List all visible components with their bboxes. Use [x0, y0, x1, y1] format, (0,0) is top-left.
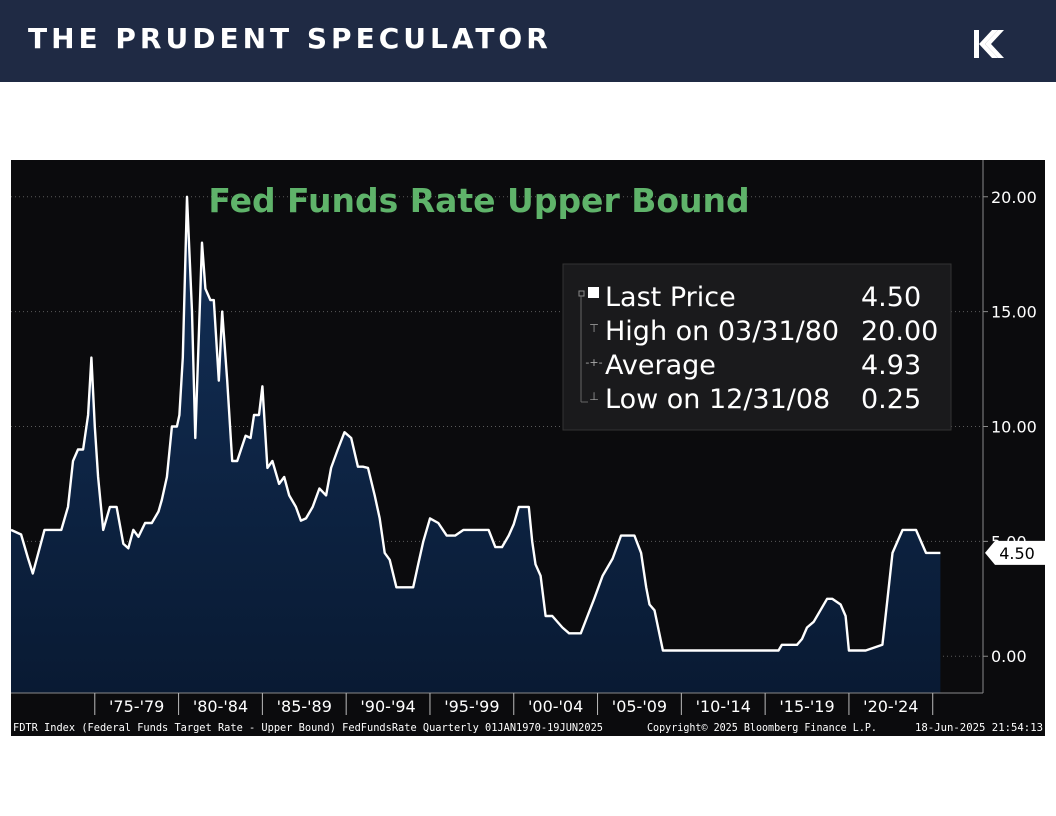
chart-title: Fed Funds Rate Upper Bound: [208, 181, 749, 220]
legend-average-icon: -+-: [585, 356, 602, 369]
y-tick-label: 15.00: [991, 303, 1037, 322]
x-tick-label: '95-'99: [444, 697, 499, 716]
brand-title: THE PRUDENT SPECULATOR: [28, 22, 552, 55]
series-area: [11, 196, 941, 694]
prudent-speculator-logo-icon: [974, 30, 1004, 58]
x-tick-label: '80-'84: [193, 697, 248, 716]
legend-average-value: 4.93: [861, 350, 921, 381]
legend-box: ⊤ -+- ⊥ Last Price 4.50 High on 03/31/80…: [562, 263, 952, 431]
last-value-tag: [985, 540, 1045, 565]
x-tick-label: '75-'79: [109, 697, 164, 716]
legend-low-icon: ⊥: [589, 390, 599, 403]
y-tick-label: 0.00: [991, 647, 1027, 666]
legend-average-label: Average: [605, 350, 716, 381]
header-bar: THE PRUDENT SPECULATOR: [0, 0, 1056, 82]
last-value-marker: 4.50: [985, 540, 1045, 565]
legend-background: [562, 263, 952, 431]
chart-footer-source: FDTR Index (Federal Funds Target Rate - …: [13, 721, 603, 734]
legend-high-label: High on 03/31/80: [605, 316, 839, 347]
x-tick-label: '00-'04: [528, 697, 583, 716]
legend-last-price-value: 4.50: [861, 282, 921, 313]
x-tick-label: '20-'24: [863, 697, 918, 716]
x-tick-label: '90-'94: [360, 697, 415, 716]
legend-low-value: 0.25: [861, 384, 921, 415]
x-tick-label: '05-'09: [612, 697, 667, 716]
legend-high-value: 20.00: [861, 316, 938, 347]
y-tick-label: 20.00: [991, 188, 1037, 207]
x-axis-ticks: '75-'79 '80-'84 '85-'89 '90-'94 '95-'99 '00-'…: [94, 693, 934, 716]
last-value-label: 4.50: [999, 544, 1035, 563]
y-tick-label: 10.00: [991, 418, 1037, 437]
x-tick-label: '85-'89: [277, 697, 332, 716]
legend-last-price-icon: [588, 287, 599, 298]
x-tick-label: '10-'14: [696, 697, 751, 716]
chart-footer-timestamp: 18-Jun-2025 21:54:13: [915, 721, 1043, 734]
legend-high-icon: ⊤: [589, 322, 599, 335]
legend-last-price-label: Last Price: [605, 282, 736, 313]
legend-low-label: Low on 12/31/08: [605, 384, 830, 415]
chart-footer-copyright: Copyright© 2025 Bloomberg Finance L.P.: [647, 721, 877, 734]
series-line: [11, 195, 941, 652]
x-tick-label: '15-'19: [779, 697, 834, 716]
